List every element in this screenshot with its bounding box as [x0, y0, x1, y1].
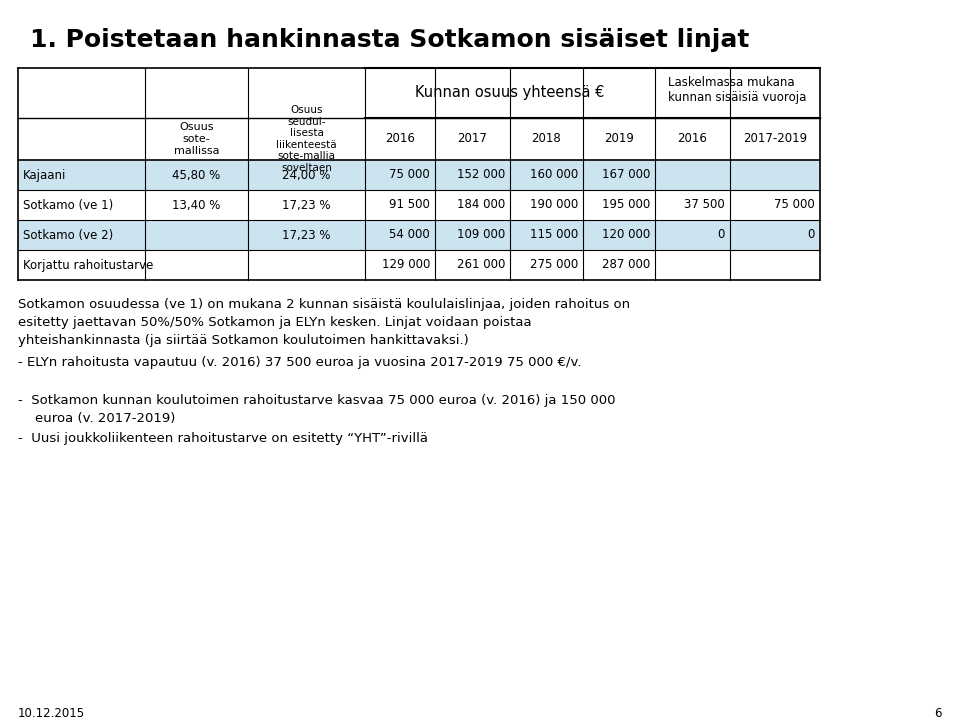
Text: 160 000: 160 000	[530, 168, 578, 181]
Text: Laskelmassa mukana
kunnan sisäisiä vuoroja: Laskelmassa mukana kunnan sisäisiä vuoro…	[668, 76, 806, 104]
Text: 2019: 2019	[604, 132, 634, 146]
Text: 2017: 2017	[458, 132, 488, 146]
Text: 2016: 2016	[678, 132, 708, 146]
Text: -  Uusi joukkoliikenteen rahoitustarve on esitetty “YHT”-rivillä: - Uusi joukkoliikenteen rahoitustarve on…	[18, 432, 428, 445]
Text: 24,00 %: 24,00 %	[282, 168, 330, 181]
Bar	[18, 220, 820, 250]
Text: 17,23 %: 17,23 %	[282, 229, 331, 242]
Text: 2018: 2018	[532, 132, 562, 146]
Text: -  Sotkamon kunnan koulutoimen rahoitustarve kasvaa 75 000 euroa (v. 2016) ja 15: - Sotkamon kunnan koulutoimen rahoitusta…	[18, 394, 615, 425]
Text: Sotkamon osuudessa (ve 1) on mukana 2 kunnan sisäistä koululaislinjaa, joiden ra: Sotkamon osuudessa (ve 1) on mukana 2 ku…	[18, 298, 630, 347]
Text: 152 000: 152 000	[457, 168, 505, 181]
Text: 0: 0	[807, 229, 815, 242]
Text: 0: 0	[718, 229, 725, 242]
Text: 190 000: 190 000	[530, 199, 578, 212]
Text: Sotkamo (ve 2): Sotkamo (ve 2)	[23, 229, 113, 242]
Text: 120 000: 120 000	[602, 229, 650, 242]
Text: Korjattu rahoitustarve: Korjattu rahoitustarve	[23, 258, 154, 272]
Text: - ELYn rahoitusta vapautuu (v. 2016) 37 500 euroa ja vuosina 2017-2019 75 000 €/: - ELYn rahoitusta vapautuu (v. 2016) 37 …	[18, 356, 582, 369]
Bar	[18, 160, 820, 190]
Text: Sotkamo (ve 1): Sotkamo (ve 1)	[23, 199, 113, 212]
Text: 167 000: 167 000	[602, 168, 650, 181]
Text: 287 000: 287 000	[602, 258, 650, 272]
Text: Osuus
sote-
mallissa: Osuus sote- mallissa	[174, 122, 219, 157]
Text: 54 000: 54 000	[389, 229, 430, 242]
Text: 91 500: 91 500	[389, 199, 430, 212]
Text: Kunnan osuus yhteensä €: Kunnan osuus yhteensä €	[416, 85, 605, 100]
Text: 115 000: 115 000	[530, 229, 578, 242]
Text: 2017-2019: 2017-2019	[743, 132, 807, 146]
Text: 184 000: 184 000	[457, 199, 505, 212]
Text: 17,23 %: 17,23 %	[282, 199, 331, 212]
Text: 129 000: 129 000	[382, 258, 430, 272]
Text: 1. Poistetaan hankinnasta Sotkamon sisäiset linjat: 1. Poistetaan hankinnasta Sotkamon sisäi…	[30, 28, 750, 52]
Text: 109 000: 109 000	[457, 229, 505, 242]
Text: 195 000: 195 000	[602, 199, 650, 212]
Text: 37 500: 37 500	[684, 199, 725, 212]
Text: 6: 6	[934, 707, 942, 720]
Text: 75 000: 75 000	[389, 168, 430, 181]
Text: 275 000: 275 000	[530, 258, 578, 272]
Text: 13,40 %: 13,40 %	[172, 199, 221, 212]
Text: 75 000: 75 000	[775, 199, 815, 212]
Text: 2016: 2016	[385, 132, 415, 146]
Text: Kajaani: Kajaani	[23, 168, 66, 181]
Text: 10.12.2015: 10.12.2015	[18, 707, 85, 720]
Text: Osuus
seudul-
lisesta
liikenteestä
sote-mallia
soveltaen: Osuus seudul- lisesta liikenteestä sote-…	[276, 105, 337, 173]
Text: 45,80 %: 45,80 %	[173, 168, 221, 181]
Text: 261 000: 261 000	[457, 258, 505, 272]
